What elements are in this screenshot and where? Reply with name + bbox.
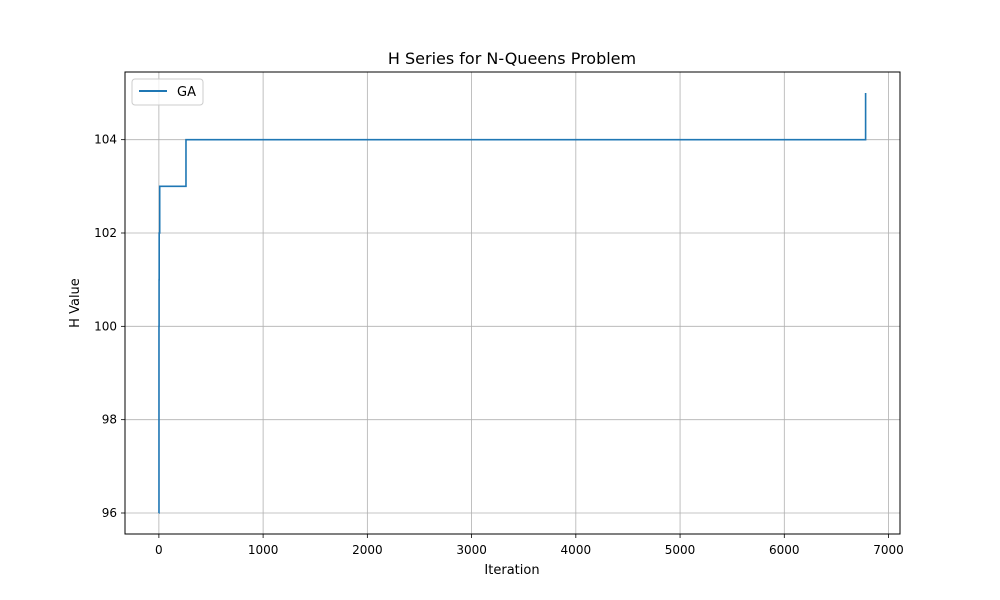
y-tick-label: 96 [102, 506, 117, 520]
y-tick-label: 104 [94, 133, 117, 147]
x-tick-label: 4000 [561, 543, 592, 557]
x-tick-label: 0 [155, 543, 163, 557]
x-tick-label: 2000 [352, 543, 383, 557]
legend-label-ga: GA [177, 85, 196, 100]
x-tick-label: 7000 [873, 543, 904, 557]
x-tick-label: 5000 [665, 543, 696, 557]
legend: GA [131, 78, 204, 106]
series-layer [158, 93, 867, 514]
x-axis-label: Iteration [484, 563, 539, 578]
axis-ticks: 0 1000 2000 3000 4000 5000 6000 7000 96 98 100 102 1… [94, 133, 904, 557]
y-tick-label: 98 [102, 413, 117, 427]
plot-area-frame [124, 71, 901, 535]
x-tick-label: 6000 [769, 543, 800, 557]
legend-frame [131, 78, 204, 106]
series-line-ga [158, 93, 867, 514]
y-tick-label: 102 [94, 226, 117, 240]
grid-lines [125, 72, 900, 534]
y-axis-label: H Value [68, 278, 83, 328]
x-tick-label: 3000 [456, 543, 487, 557]
chart-title: H Series for N-Queens Problem [388, 49, 636, 68]
x-tick-label: 1000 [248, 543, 279, 557]
y-tick-label: 100 [94, 319, 117, 333]
